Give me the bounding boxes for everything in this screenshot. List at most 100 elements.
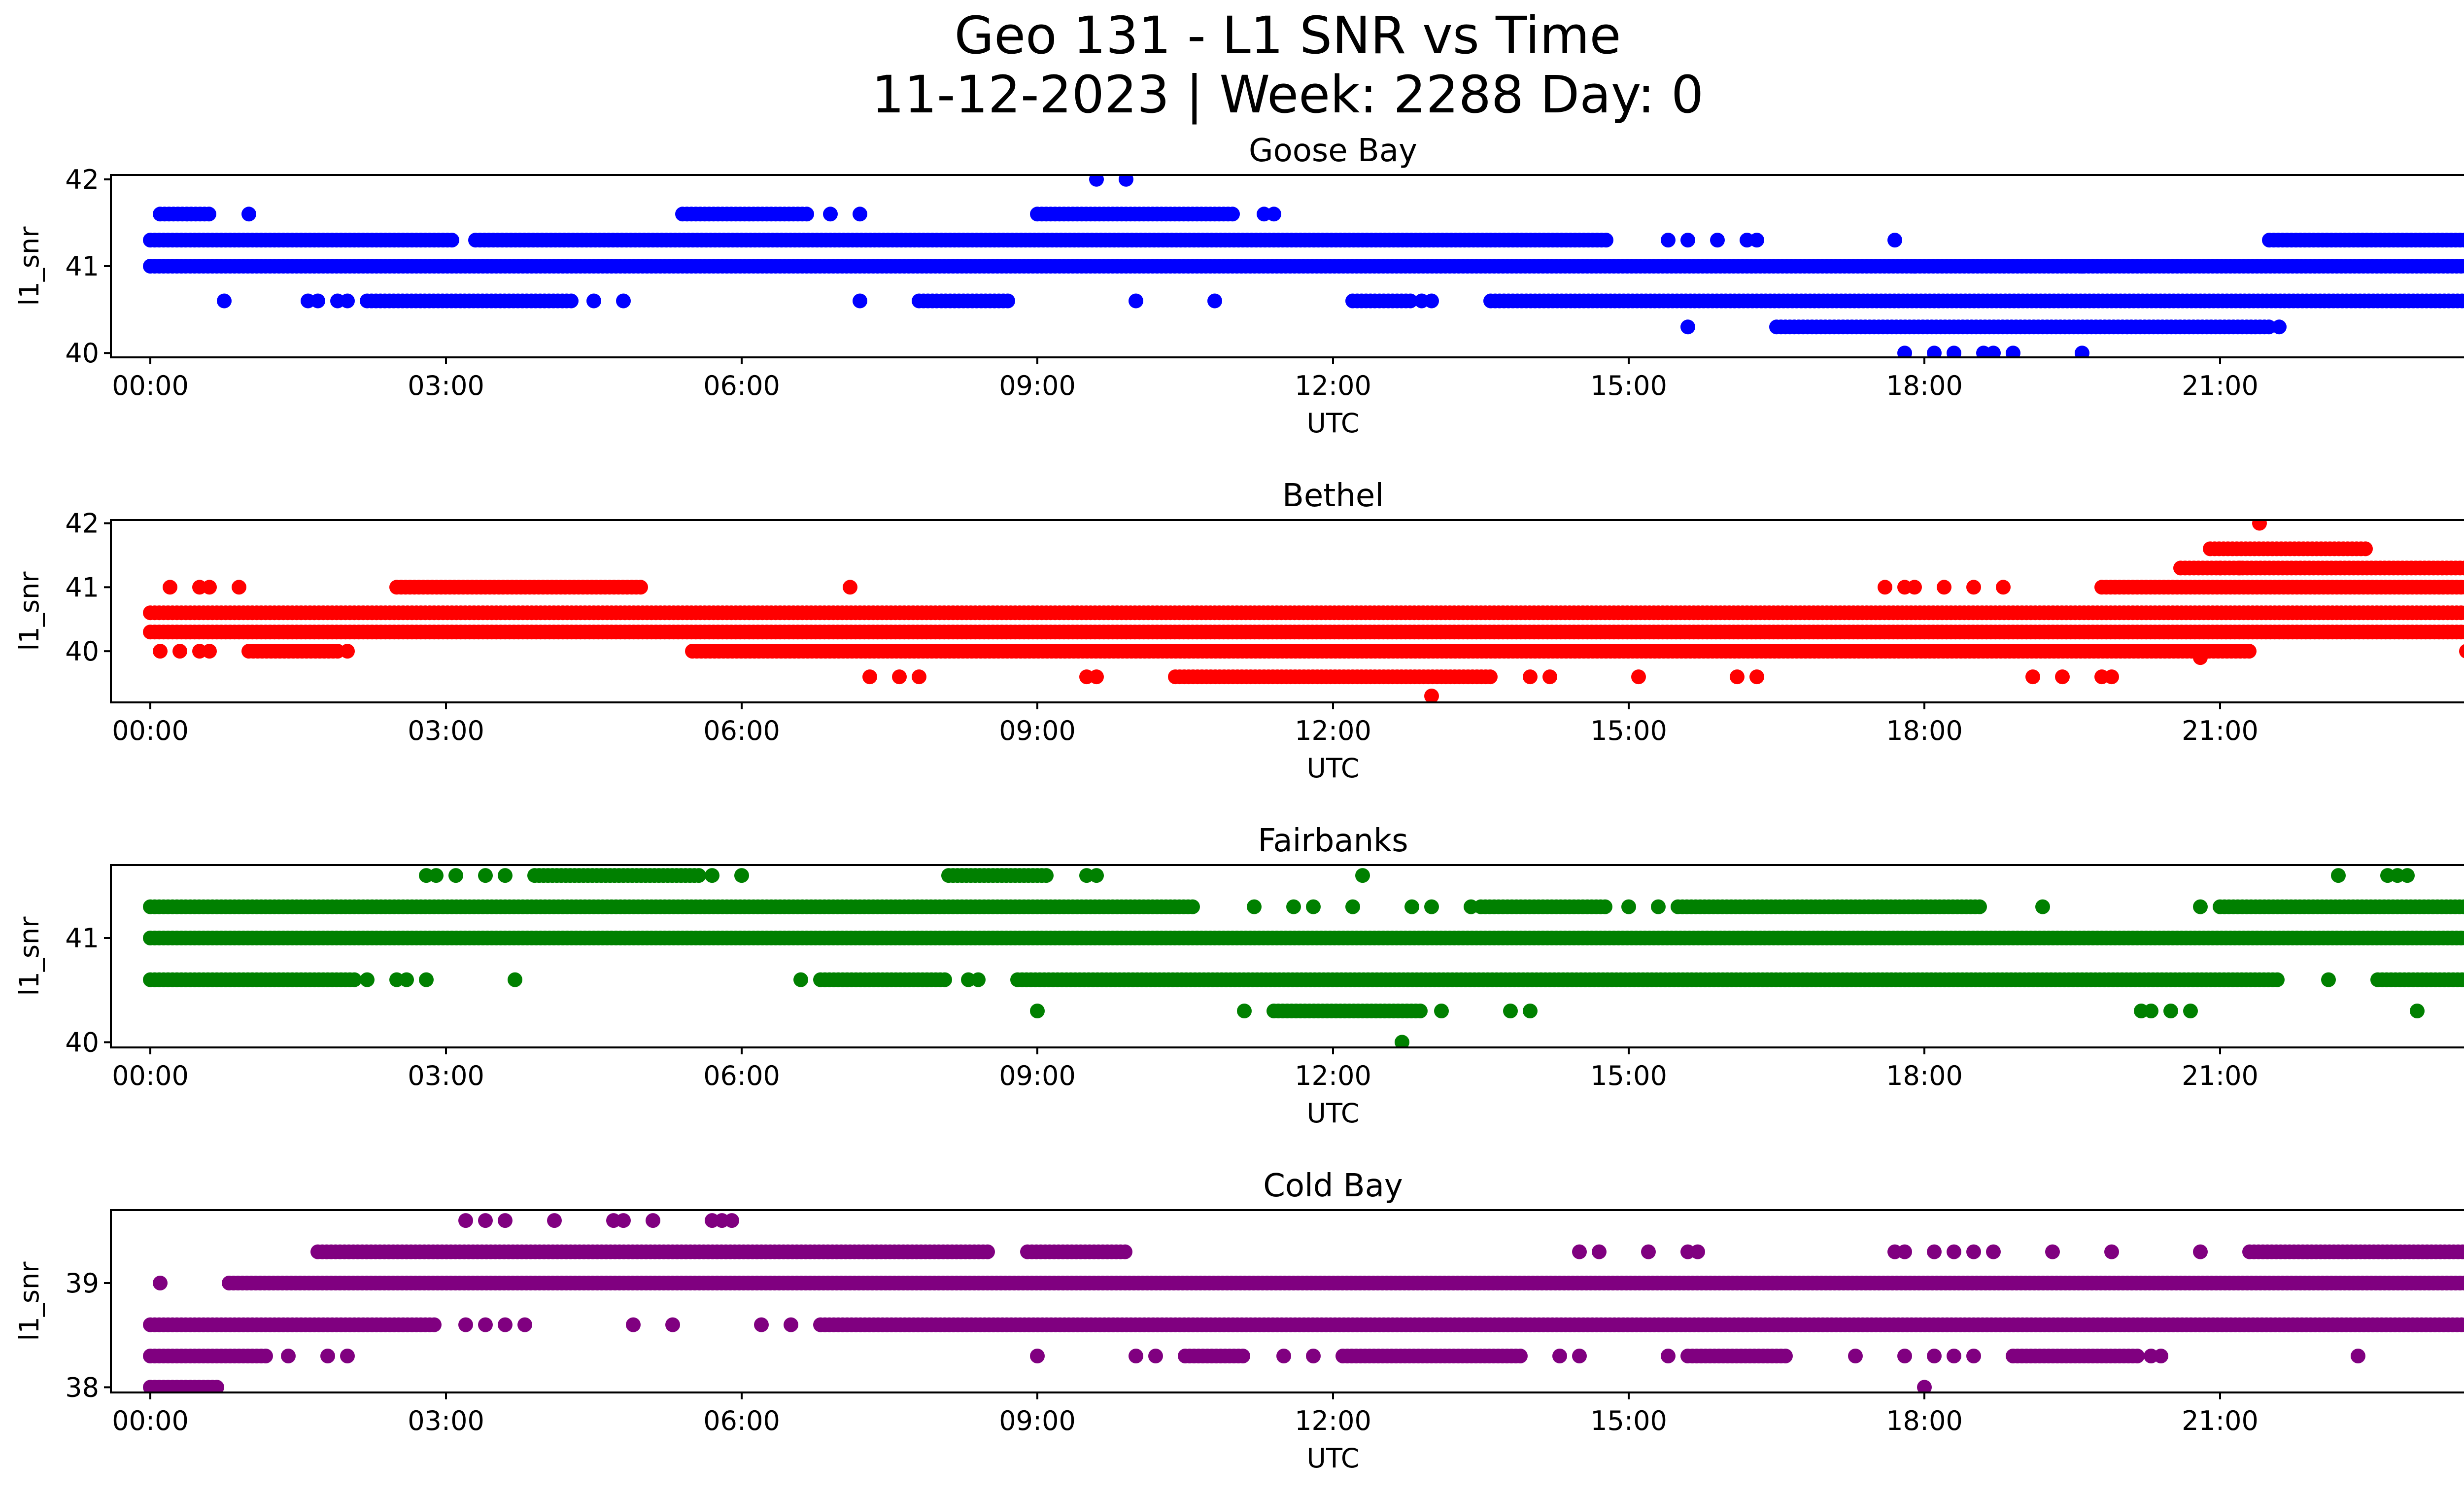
x-tick-label: 00:00: [112, 715, 189, 746]
data-point: [429, 868, 444, 883]
data-point: [2458, 625, 2464, 639]
data-point: [310, 293, 325, 309]
data-point: [1355, 868, 1370, 883]
data-point: [2261, 319, 2276, 335]
data-point: [202, 580, 217, 595]
data-point: [1247, 899, 1262, 914]
data-point: [1680, 233, 1695, 248]
data-point: [2462, 234, 2464, 246]
data-point: [1424, 899, 1439, 914]
x-tick-label: 03:00: [408, 715, 484, 746]
data-point: [1661, 233, 1676, 248]
data-point: [2410, 1004, 2425, 1018]
data-point: [2104, 669, 2119, 685]
data-point: [508, 972, 522, 987]
y-tick-label: 40: [65, 1027, 99, 1058]
data-point: [2035, 899, 2050, 914]
data-point: [1542, 669, 1557, 685]
data-point: [2183, 1004, 2198, 1018]
data-point: [2463, 608, 2464, 618]
data-point: [1927, 346, 1942, 358]
data-point: [586, 293, 601, 309]
data-point: [1986, 346, 2001, 358]
data-point: [823, 207, 838, 222]
data-point: [2459, 294, 2464, 308]
data-point: [498, 868, 513, 883]
x-tick-label: 09:00: [999, 370, 1076, 401]
data-point: [1631, 669, 1646, 685]
data-point: [2193, 650, 2208, 665]
data-point: [1000, 293, 1015, 309]
data-point: [445, 233, 459, 248]
data-point: [1225, 207, 1240, 222]
data-point: [1306, 899, 1321, 914]
data-point: [163, 580, 177, 595]
data-point: [1680, 319, 1695, 335]
data-point: [1030, 1004, 1045, 1018]
data-point: [2163, 1004, 2178, 1018]
figure-title-line-2: 11-12-2023 | Week: 2288 Day: 0: [872, 65, 1704, 125]
data-point: [1887, 233, 1902, 248]
data-point: [843, 580, 857, 595]
data-point: [853, 207, 867, 222]
x-tick-label: 06:00: [703, 715, 780, 746]
data-point: [2272, 319, 2287, 335]
data-point: [340, 293, 355, 309]
data-point: [1523, 1004, 1538, 1018]
x-tick-label: 18:00: [1886, 370, 1963, 401]
x-tick-label: 06:00: [703, 370, 780, 401]
scatter-points-cold-bay: [143, 1213, 2464, 1393]
data-point: [2213, 560, 2227, 576]
data-point: [1237, 1004, 1252, 1018]
data-point: [705, 868, 719, 883]
data-point: [1345, 899, 1360, 914]
data-point: [2075, 346, 2089, 358]
data-point: [1413, 1004, 1428, 1018]
data-point: [399, 972, 414, 987]
y-tick-label: 40: [65, 338, 99, 369]
x-tick-label: 12:00: [1295, 1060, 1371, 1091]
data-point: [2463, 934, 2464, 942]
data-point: [478, 868, 493, 883]
x-tick-label: 21:00: [2182, 715, 2259, 746]
data-point: [2193, 899, 2208, 914]
x-tick-label: 21:00: [2182, 370, 2259, 401]
data-point: [1424, 293, 1439, 309]
data-point: [232, 580, 246, 595]
data-point: [2458, 259, 2464, 274]
data-point: [1395, 1035, 1409, 1048]
data-point: [793, 972, 808, 987]
data-point: [1897, 346, 1912, 358]
x-tick-label: 21:00: [2182, 1060, 2259, 1091]
data-point: [2270, 972, 2285, 987]
data-point: [1404, 899, 1419, 914]
data-point: [892, 669, 907, 685]
data-point: [172, 644, 187, 659]
data-point: [2232, 560, 2247, 576]
data-point: [2025, 669, 2040, 685]
data-point: [564, 293, 579, 309]
data-point: [2458, 580, 2464, 594]
data-point: [691, 868, 706, 883]
panel-title: Fairbanks: [1258, 823, 1408, 859]
data-point: [1947, 346, 1961, 358]
data-point: [360, 972, 375, 987]
data-point: [633, 580, 648, 595]
x-tick-label: 03:00: [408, 370, 484, 401]
data-point: [1907, 259, 1922, 274]
data-point: [340, 644, 355, 659]
x-tick-label: 15:00: [1590, 370, 1667, 401]
data-point: [1089, 174, 1104, 187]
data-point: [937, 972, 952, 987]
data-point: [912, 669, 926, 685]
y-tick-label: 40: [65, 636, 99, 667]
x-axis-label: UTC: [1306, 753, 1359, 784]
data-point: [2075, 259, 2089, 274]
data-point: [971, 972, 986, 987]
